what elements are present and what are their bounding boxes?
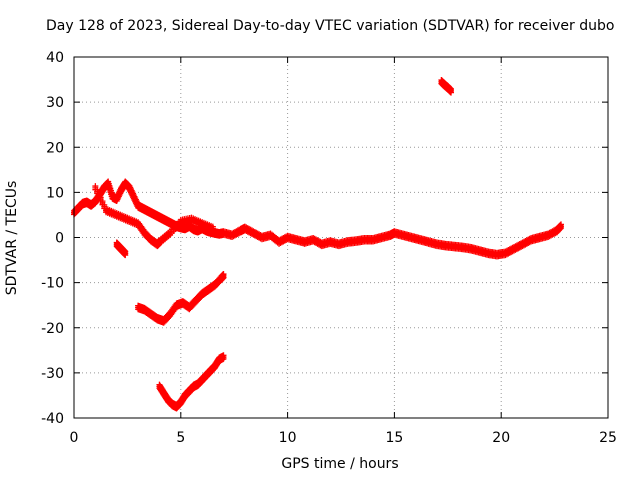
x-tick-label: 20: [492, 430, 510, 446]
y-tick-label: -20: [41, 321, 64, 337]
y-tick-label: -40: [41, 411, 64, 427]
x-axis-label: GPS time / hours: [281, 456, 399, 472]
y-tick-label: -10: [41, 276, 64, 292]
series-outlier: [438, 77, 455, 96]
x-tick-label: 25: [599, 430, 617, 446]
data-point: [558, 225, 565, 232]
series-upper-branch: [92, 183, 216, 250]
data-point: [220, 355, 227, 362]
y-tick-label: -30: [41, 366, 64, 382]
series-lower-arc-1: [135, 271, 227, 326]
y-tick-label: 40: [46, 50, 64, 66]
data-point: [220, 274, 227, 281]
y-tick-label: 10: [46, 185, 64, 201]
data-point: [209, 227, 216, 234]
data-point: [122, 252, 129, 259]
data-points: [71, 77, 565, 412]
x-tick-label: 15: [385, 430, 403, 446]
series-lower-arc-2: [156, 352, 227, 412]
chart-title: Day 128 of 2023, Sidereal Day-to-day VTE…: [46, 18, 615, 34]
grid: [74, 57, 608, 418]
x-tick-label: 0: [70, 430, 79, 446]
x-tick-label: 10: [279, 430, 297, 446]
axis-ticks: 0 5 10 15 20 25 -40 -30 -20 -10 0 10 20 30 40: [41, 50, 617, 446]
data-point: [448, 89, 455, 96]
series-short-segment: [113, 239, 129, 259]
series-main-trace: [71, 178, 565, 260]
y-tick-label: 30: [46, 95, 64, 111]
y-tick-label: 20: [46, 140, 64, 156]
plot-frame: [73, 56, 609, 419]
y-tick-label: 0: [55, 231, 64, 247]
x-tick-label: 5: [176, 430, 185, 446]
